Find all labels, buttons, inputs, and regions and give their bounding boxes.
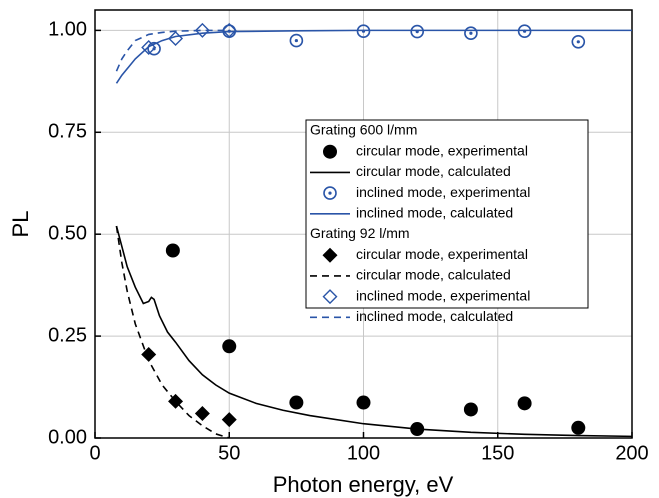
marker-dot (294, 38, 298, 43)
marker-circle (517, 396, 532, 411)
x-tick-label: 0 (89, 442, 100, 464)
data-point (289, 33, 304, 48)
marker-diamond (141, 346, 157, 362)
marker-ring (517, 24, 532, 38)
x-tick-label: 100 (347, 442, 380, 464)
data-point (221, 412, 237, 428)
marker-circle (356, 395, 371, 410)
marker-ring (323, 186, 337, 200)
legend-label: inclined mode, experimental (356, 287, 530, 303)
data-point (165, 243, 180, 258)
marker-diamond (194, 406, 210, 422)
marker-ring (147, 41, 161, 56)
legend-label: circular mode, calculated (356, 267, 511, 283)
marker-circle (571, 420, 586, 435)
series-line (115, 29, 632, 84)
marker-dot (576, 40, 580, 44)
marker-circle (323, 144, 337, 159)
legend-label: inclined mode, experimental (356, 184, 530, 200)
legend-label: circular mode, calculated (356, 163, 511, 179)
marker-diamond (194, 22, 210, 38)
data-point (221, 22, 237, 38)
marker-diamond (221, 412, 237, 428)
marker-circle (289, 395, 304, 410)
x-tick-label: 150 (481, 442, 514, 464)
data-point (410, 24, 425, 39)
data-point (289, 395, 304, 410)
marker-diamond (221, 22, 237, 38)
series-line (115, 225, 632, 438)
y-axis-label: PL (8, 211, 33, 238)
marker-dot (328, 191, 332, 195)
data-point (571, 34, 586, 49)
marker-ring (410, 24, 425, 39)
marker-circle (222, 339, 237, 354)
marker-diamond (322, 289, 338, 305)
marker-diamond (168, 31, 184, 47)
x-tick-label: 50 (218, 442, 240, 464)
marker-ring (464, 26, 478, 41)
y-tick-label: 0.25 (48, 324, 87, 346)
data-point (141, 40, 157, 55)
marker-circle (165, 243, 180, 258)
legend-label: circular mode, experimental (356, 142, 528, 158)
data-point (141, 346, 157, 362)
legend-label: inclined mode, calculated (356, 308, 513, 324)
data-point (356, 395, 371, 410)
data-point (517, 396, 532, 411)
data-point (194, 406, 210, 422)
marker-dot (469, 31, 473, 35)
data-point (464, 26, 478, 41)
y-tick-label: 0.75 (48, 121, 87, 143)
legend-label: inclined mode, calculated (356, 205, 513, 221)
y-tick-label: 0.00 (48, 426, 87, 448)
marker-diamond (322, 247, 338, 263)
series-line (115, 29, 230, 72)
plot-frame (94, 9, 633, 439)
data-point (571, 420, 586, 435)
x-axis-label: Photon energy, eV (273, 472, 454, 497)
legend-group-title: Grating 600 l/mm (310, 122, 417, 138)
marker-ring (289, 33, 304, 48)
data-point (517, 24, 532, 38)
data-point (463, 402, 478, 417)
y-tick-label: 1.00 (48, 19, 87, 41)
data-point (194, 22, 210, 38)
legend-box (305, 119, 589, 309)
x-tick-label: 200 (615, 442, 648, 464)
data-point (222, 339, 237, 354)
marker-diamond (141, 40, 157, 55)
marker-ring (571, 34, 586, 49)
legend-group-title: Grating 92 l/mm (310, 225, 410, 241)
data-point (168, 31, 184, 47)
y-tick-label: 0.50 (48, 222, 87, 244)
marker-circle (463, 402, 478, 417)
series-line (115, 225, 230, 438)
legend-label: circular mode, experimental (356, 246, 528, 262)
